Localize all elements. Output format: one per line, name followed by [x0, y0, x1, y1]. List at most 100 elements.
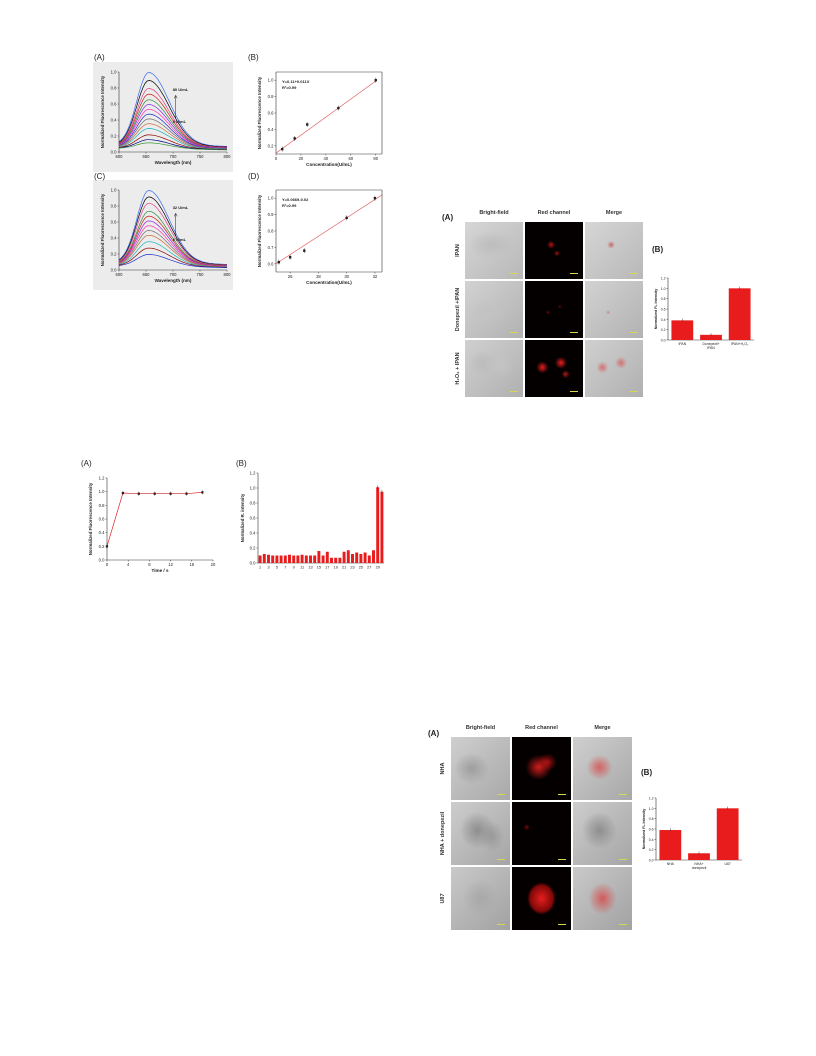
brightfield-image-row1: [465, 222, 523, 279]
red-image-row2: [512, 802, 571, 865]
scale-bar: [630, 391, 638, 392]
x-tick-label: 600: [116, 154, 124, 159]
spectrum-line-3: [118, 202, 228, 266]
kinetics-line: [106, 491, 203, 547]
scale-bar: [630, 273, 638, 274]
y-tick-label: 0.6: [111, 102, 117, 107]
column-header-3: Merge: [594, 725, 611, 731]
fig2a-label: (A): [81, 459, 92, 468]
x-tick-label: 15: [317, 566, 321, 570]
scale-bar: [510, 273, 518, 274]
x-tick-label: 800: [224, 154, 232, 159]
x-tick-label: 1: [259, 566, 261, 570]
fit-r-squared: R²=0.99: [282, 85, 297, 90]
bar-10: [296, 555, 300, 563]
red-image-row1: [525, 222, 583, 279]
bar-23: [351, 554, 354, 563]
brightfield-image-row3: [451, 867, 510, 930]
scale-bar: [558, 859, 566, 860]
scale-bar: [619, 924, 627, 925]
y-axis-title: Normalized Fluorescence Intensity: [88, 482, 93, 555]
x-tick-label: 20: [299, 156, 304, 161]
x-tick-label: 0: [275, 156, 278, 161]
fig3-microscopy-grid: Bright-field Red channel Merge IPAN Donepezi…: [455, 210, 645, 405]
x-tick-label: 30: [344, 274, 349, 279]
scale-bar: [570, 273, 578, 274]
data-point: [169, 492, 172, 495]
brightfield-image-row3: [465, 340, 523, 397]
fig2b-label: (B): [236, 459, 247, 468]
bar-3: [716, 808, 739, 860]
column-header-1: Bright-field: [465, 725, 496, 731]
x-tick-label: 5: [276, 566, 278, 570]
y-tick-label: 0.8: [649, 817, 654, 821]
merge-image-row1: [573, 737, 632, 800]
x-tick-label: 11: [300, 566, 304, 570]
spectrum-line-9: [118, 234, 227, 267]
fig2a-kinetics-chart: 0.0 0.2 0.4 0.6 0.8 1.0 1.2 0 4 8 12 16 20 Time / s No…: [88, 476, 216, 574]
bar-1: [659, 830, 682, 860]
scale-bar: [630, 332, 638, 333]
y-tick-label: 0.8: [250, 501, 256, 506]
y-tick-label: 0.2: [649, 848, 654, 852]
y-axis-title: Normalized Fluorescence Intensity: [100, 193, 105, 266]
scale-bar: [497, 859, 505, 860]
bar-24: [355, 552, 359, 563]
fig1a-label: (A): [94, 53, 105, 62]
bar-15: [317, 551, 321, 563]
bar-4: [271, 555, 275, 563]
y-tick-label: 0.4: [661, 318, 666, 322]
y-tick-label: 0.2: [111, 134, 117, 139]
x-tick-label: 12: [168, 562, 173, 567]
data-point: [201, 491, 204, 494]
x-tick-label: 8: [148, 562, 151, 567]
y-tick-label: 0.8: [111, 204, 117, 209]
scale-bar: [497, 794, 505, 795]
data-point: [105, 545, 109, 548]
data-point: [374, 79, 377, 82]
y-tick-label: 0.8: [99, 503, 105, 508]
fit-line: [275, 194, 383, 265]
bar-9: [292, 555, 296, 563]
annotation-top: 32 U/mL: [173, 205, 189, 210]
bar-19: [334, 557, 338, 563]
data-point: [185, 492, 188, 495]
x-tick-label: 29: [376, 566, 380, 570]
x-tick-label: 23: [350, 566, 354, 570]
y-tick-label: 0.0: [250, 561, 256, 566]
fig3b-intensity-bar-chart: 0.0 0.2 0.4 0.6 0.8 1.0 1.2 Normalized FL Inten…: [654, 277, 754, 350]
y-tick-label: 1.0: [268, 78, 274, 83]
fit-r-squared: R²=0.99: [282, 203, 297, 208]
bar-1: [671, 320, 694, 340]
x-axis-title: Wavelength (nm): [155, 278, 192, 283]
spectrum-line-11: [118, 128, 228, 150]
annotation-bottom: 0 U/mL: [173, 119, 187, 124]
row-label-2: Donepezil +IPAN: [455, 287, 461, 332]
fig1c-label: (C): [94, 172, 106, 181]
y-tick-label: 1.0: [661, 287, 666, 291]
x-axis-title: Concentration(U/mL): [306, 162, 352, 167]
bar-2: [262, 554, 266, 563]
data-point: [281, 147, 284, 151]
y-tick-label: 1.0: [649, 807, 654, 811]
x-tick-label: 800: [224, 272, 232, 277]
fig2b-selectivity-chart: 0.0 0.2 0.4 0.6 0.8 1.0 1.2 Normalized R. inten…: [240, 471, 384, 570]
y-tick-label: 0.8: [661, 297, 666, 301]
data-point: [137, 492, 140, 495]
spectrum-line-10: [118, 241, 227, 268]
bar-2: [700, 334, 722, 340]
merge-image-row3: [585, 340, 643, 397]
y-tick-label: 0.6: [661, 308, 666, 312]
row-label-2: NHA + donepezil: [440, 811, 446, 856]
fig4-microscopy-grid: Bright-field Red channel Merge NHA NHA + don…: [440, 725, 635, 955]
annotation-bottom: 0 U/mL: [173, 237, 187, 242]
scale-bar: [570, 332, 578, 333]
x-axis-title: Concentration(U/mL): [306, 280, 352, 285]
x-tick-label: 25: [359, 566, 363, 570]
fig1a-spectra-chart: 0.0 0.2 0.4 0.6 0.8 1.0 600 650 700 750 800 Wavelen…: [100, 70, 232, 166]
data-point: [293, 137, 296, 140]
y-tick-label: 0.8: [111, 86, 117, 91]
data-point: [305, 123, 309, 126]
y-tick-label: 1.0: [111, 188, 117, 193]
spectrum-line-2: [118, 196, 228, 266]
